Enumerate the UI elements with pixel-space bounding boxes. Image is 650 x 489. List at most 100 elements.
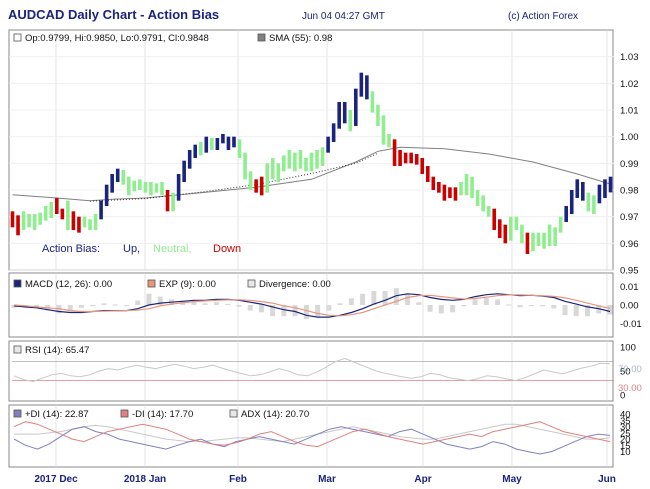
divergence-bar xyxy=(382,291,388,305)
price-bar xyxy=(132,180,137,192)
chart-title: AUDCAD Daily Chart - Action Bias xyxy=(8,7,219,22)
exp-legend: EXP (9): 0.00 xyxy=(159,279,216,290)
minus-di-legend: -DI (14): 17.70 xyxy=(132,409,193,420)
price-bar xyxy=(110,174,114,193)
price-bar xyxy=(309,152,314,172)
adx-y-tick: 40 xyxy=(620,410,631,421)
price-bar xyxy=(221,134,225,144)
price-bar xyxy=(603,179,607,198)
price-bar xyxy=(359,72,364,97)
price-bar xyxy=(171,192,175,212)
price-bar xyxy=(353,88,358,126)
adx-y-tick: 10 xyxy=(620,447,631,458)
divergence-bar xyxy=(371,291,377,305)
price-bar xyxy=(470,176,474,198)
price-bar xyxy=(49,202,54,218)
price-bar xyxy=(475,190,480,206)
minus-di-legend-swatch xyxy=(120,409,129,418)
adx-y-tick: 30 xyxy=(620,422,631,433)
price-bar xyxy=(514,216,519,230)
plus-di-line xyxy=(13,426,611,455)
price-bar xyxy=(259,176,264,196)
price-bar xyxy=(520,224,524,244)
price-bar xyxy=(77,216,81,233)
price-bar xyxy=(464,174,469,196)
divergence-bar xyxy=(191,301,197,305)
macd-legend-swatch xyxy=(13,279,22,288)
price-y-tick: 1.01 xyxy=(620,106,639,117)
price-bar xyxy=(32,214,37,230)
rsi-y-tick: 0 xyxy=(620,391,625,402)
price-bar xyxy=(226,136,231,150)
price-bar xyxy=(66,200,70,230)
price-bar xyxy=(154,183,159,193)
price-bar xyxy=(547,224,552,246)
price-bar xyxy=(237,139,242,158)
price-bar xyxy=(187,150,192,169)
price-bar xyxy=(121,170,126,185)
rsi-legend: RSI (14): 65.47 xyxy=(25,345,89,356)
price-y-tick: 0.97 xyxy=(620,212,639,223)
price-bar xyxy=(497,219,502,238)
vertical-gridlines xyxy=(55,30,608,467)
price-bar xyxy=(564,206,569,222)
price-y-tick: 0.98 xyxy=(620,186,639,197)
divergence-bar xyxy=(438,305,444,314)
rsi-line xyxy=(13,357,611,383)
x-axis-labels: 2017 Dec 2018 Jan Feb Mar Apr May Jun xyxy=(34,474,616,485)
divergence-bar xyxy=(326,305,332,311)
price-bar xyxy=(21,211,26,230)
price-bar xyxy=(575,179,580,198)
ohlc-legend-swatch xyxy=(13,33,22,42)
price-bar xyxy=(569,190,574,214)
divergence-bar xyxy=(258,305,264,313)
price-bar xyxy=(10,211,15,228)
divergence-bar xyxy=(292,305,298,317)
divergence-bar xyxy=(146,293,152,305)
price-bar xyxy=(337,102,341,129)
rsi-y-tick: 50 xyxy=(620,367,631,378)
divergence-bar xyxy=(506,304,512,306)
price-bar xyxy=(88,219,92,230)
price-y-tick-labels: 1.03 1.02 1.01 1.00 0.99 0.98 0.97 0.96 0.95 xyxy=(620,52,639,276)
price-bar xyxy=(210,138,214,150)
price-bar xyxy=(149,182,153,196)
price-bar xyxy=(553,227,557,246)
adx-y-tick: 15 xyxy=(620,441,631,452)
sma-legend-swatch xyxy=(257,33,266,42)
divergence-bar xyxy=(202,303,208,305)
price-bar xyxy=(459,182,463,196)
ohlc-legend: Op:0.9799, Hi:0.9850, Lo:0.9791, Cl:0.98… xyxy=(25,33,209,44)
macd-divergence-bars xyxy=(11,288,613,319)
price-bar xyxy=(315,150,319,169)
price-y-tick: 1.02 xyxy=(620,79,639,90)
price-bar xyxy=(276,163,281,182)
divergence-bar xyxy=(360,293,366,305)
divergence-bar xyxy=(528,305,534,307)
price-bar xyxy=(558,216,563,233)
price-bar xyxy=(442,184,447,201)
price-bar xyxy=(425,166,430,182)
x-tick-label: Mar xyxy=(318,474,336,485)
price-bar xyxy=(115,168,120,182)
plus-di-legend: +DI (14): 22.87 xyxy=(25,409,89,420)
divergence-bar xyxy=(157,296,163,305)
price-bar xyxy=(93,214,98,230)
price-bar xyxy=(254,179,258,193)
price-y-tick: 1.00 xyxy=(620,132,639,143)
divergence-bar xyxy=(427,305,433,312)
macd-y-tick-labels: 0.01 0.00 -0.01 xyxy=(620,282,642,330)
x-tick-label: Feb xyxy=(229,474,247,485)
plus-di-legend-swatch xyxy=(13,409,22,418)
divergence-bar xyxy=(236,305,242,307)
price-bar xyxy=(143,182,148,193)
macd-legend: MACD (12, 26): 0.00 xyxy=(25,279,112,290)
bias-neutral-label: Neutral, xyxy=(153,243,192,255)
price-bar xyxy=(409,152,413,164)
divergence-bar xyxy=(67,305,73,311)
divergence-bar xyxy=(540,305,546,307)
price-bar xyxy=(282,155,286,172)
divergence-bar xyxy=(585,305,591,317)
price-bar xyxy=(326,136,330,153)
divergence-bar xyxy=(315,305,321,317)
